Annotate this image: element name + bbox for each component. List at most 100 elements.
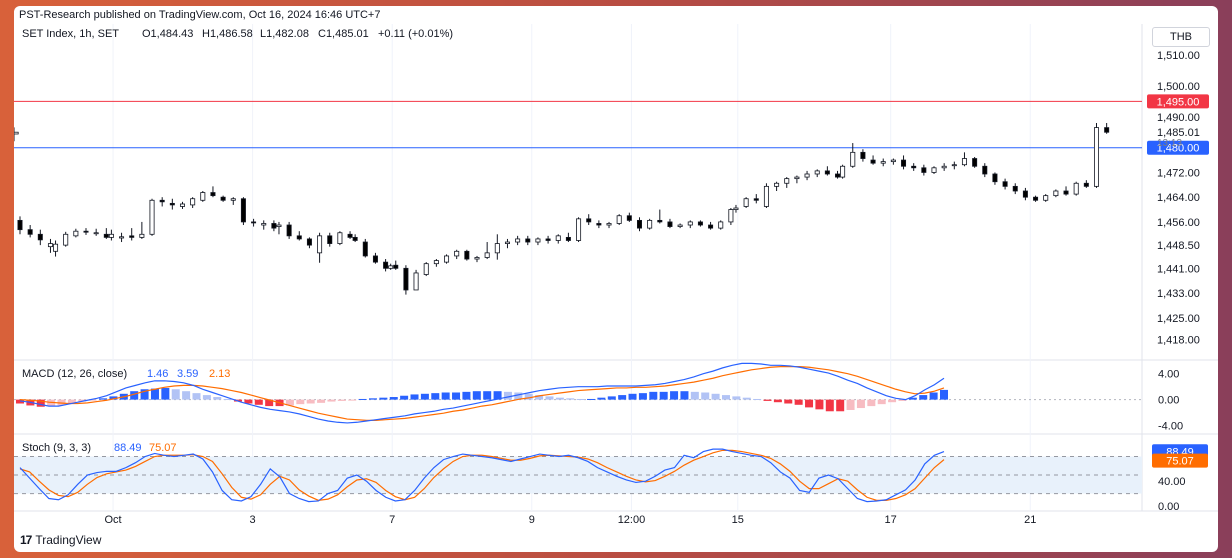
candle	[210, 186, 216, 198]
candle-body-up	[606, 223, 612, 226]
candle-body-up	[179, 203, 185, 207]
candle	[372, 252, 378, 264]
macd-value: 1.46	[147, 368, 168, 380]
candle-body-up	[149, 199, 155, 235]
candle	[159, 197, 165, 207]
stoch-k-line	[19, 448, 945, 503]
macd-histogram-bar	[285, 399, 294, 406]
macd-histogram-bar	[680, 391, 689, 400]
blue-line-price-label: 1,480.00	[1157, 143, 1200, 155]
macd-histogram-bar	[265, 399, 274, 407]
candle	[240, 197, 246, 226]
candle-body-up	[677, 224, 683, 227]
price-tick-label: 1,448.50	[1157, 240, 1200, 252]
macd-histogram-bar	[317, 399, 326, 403]
candle-body-down	[992, 173, 998, 183]
candle-body-up	[474, 257, 480, 260]
candle	[423, 262, 429, 277]
candle	[306, 237, 312, 249]
candle-body-up	[931, 167, 937, 173]
macd-histogram-bar	[182, 391, 191, 400]
candle	[352, 234, 358, 243]
chart-canvas[interactable]: 1,510.00 1,500.00 1,490.00 1,472.00 1,464.00…	[14, 6, 1218, 552]
candle	[647, 218, 653, 230]
candle-body-up	[840, 165, 846, 178]
candle	[708, 221, 714, 230]
macd-histogram-bar	[825, 399, 834, 412]
macd-histogram-bar	[379, 397, 388, 400]
candle-body-down	[306, 238, 312, 246]
candle	[484, 242, 490, 260]
macd-histogram-bar	[649, 391, 658, 400]
logo-text: TradingView	[35, 533, 102, 547]
candle-body-up	[890, 159, 896, 163]
candle-body-down	[352, 236, 358, 241]
candle-body-up	[961, 158, 967, 166]
candle	[555, 234, 561, 244]
candle	[296, 231, 302, 241]
price-tick-label: 1,464.00	[1157, 192, 1200, 204]
candle-body-down	[1104, 127, 1110, 133]
candle	[327, 232, 333, 247]
macd-histogram-bar	[815, 399, 824, 410]
macd-histogram-bar	[867, 399, 876, 407]
candle-body-down	[901, 159, 907, 167]
candle-body-down	[220, 196, 226, 201]
candle-body-down	[1063, 190, 1069, 195]
macd-histogram-bar	[254, 399, 263, 405]
candle	[271, 220, 277, 232]
currency-button[interactable]: THB	[1152, 27, 1210, 47]
macd-histogram-bar	[472, 391, 481, 400]
candle-body-up	[515, 238, 521, 243]
candle-body-down	[1022, 190, 1028, 198]
stoch-band-fill	[14, 456, 1142, 494]
candle-body-up	[814, 170, 820, 175]
candle	[718, 220, 724, 230]
price-tick-label: 1,472.00	[1157, 167, 1200, 179]
price-tick-label: 1,490.00	[1157, 112, 1200, 124]
stoch-tick-label: 40.00	[1158, 476, 1186, 488]
candle	[251, 218, 257, 227]
macd-histogram-bar	[213, 397, 222, 400]
candle	[931, 166, 937, 174]
price-tick-label: 1,418.00	[1157, 334, 1200, 346]
candle	[200, 191, 206, 202]
candle	[47, 238, 53, 253]
candle	[93, 228, 99, 236]
macd-histogram-bar	[607, 396, 616, 400]
candle-body-down	[586, 218, 592, 223]
macd-histogram-bar	[88, 399, 97, 401]
stoch-tick-label: 0.00	[1158, 501, 1179, 513]
candle	[951, 161, 957, 170]
candle	[149, 198, 155, 236]
change-value: +0.11 (+0.01%)	[378, 28, 453, 40]
candle	[403, 265, 409, 295]
macd-histogram-bar	[389, 397, 398, 400]
red-line-price-tag	[1147, 94, 1209, 109]
candle-body-up	[119, 236, 125, 239]
candle	[108, 229, 114, 241]
candle	[1002, 178, 1008, 190]
macd-histogram-bar	[659, 391, 668, 400]
candle-body-up	[484, 252, 490, 258]
macd-histogram-bar	[462, 391, 471, 400]
macd-histogram-bar	[306, 399, 315, 404]
macd-title: MACD (12, 26, close)	[22, 368, 127, 380]
candle	[890, 158, 896, 165]
candle	[850, 143, 856, 168]
candle-body-down	[159, 199, 165, 203]
macd-histogram-bar	[337, 399, 346, 401]
candle-body-down	[667, 221, 673, 227]
candle-body-down	[169, 202, 175, 206]
candle	[347, 231, 353, 239]
candle	[941, 163, 947, 171]
candle-body-up	[14, 131, 19, 135]
macd-histogram-bar	[940, 389, 948, 400]
candle	[1012, 183, 1018, 195]
candle	[73, 228, 79, 238]
candle-body-down	[393, 264, 399, 269]
macd-histogram-bar	[535, 395, 544, 400]
time-tick-label: 3	[250, 514, 256, 526]
candle	[1033, 195, 1039, 202]
macd-histogram-bar	[483, 391, 492, 400]
